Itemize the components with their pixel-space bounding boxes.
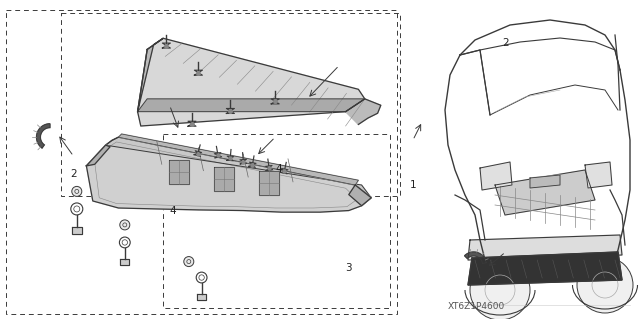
Bar [6, 10, 397, 314]
Polygon shape [197, 294, 206, 300]
Bar [61, 13, 400, 196]
Polygon shape [468, 252, 622, 285]
Polygon shape [138, 99, 365, 112]
Polygon shape [480, 162, 512, 190]
Polygon shape [346, 99, 381, 124]
Circle shape [184, 256, 194, 267]
Text: 2: 2 [502, 38, 509, 48]
Polygon shape [495, 170, 595, 215]
Polygon shape [36, 124, 50, 148]
Circle shape [577, 257, 633, 313]
Polygon shape [585, 162, 612, 188]
Text: 2: 2 [70, 169, 77, 179]
Polygon shape [169, 160, 189, 184]
Polygon shape [465, 252, 486, 263]
Polygon shape [138, 38, 163, 112]
Circle shape [470, 260, 530, 319]
Polygon shape [72, 227, 82, 234]
Bar [163, 134, 390, 308]
Text: 4: 4 [275, 164, 282, 174]
Polygon shape [138, 38, 365, 126]
Circle shape [72, 186, 82, 197]
Polygon shape [86, 137, 371, 212]
Polygon shape [214, 167, 234, 191]
Polygon shape [86, 145, 110, 166]
Polygon shape [468, 235, 622, 260]
Polygon shape [530, 175, 560, 188]
Text: 4: 4 [170, 205, 176, 216]
Polygon shape [118, 134, 358, 185]
Polygon shape [259, 171, 279, 196]
Polygon shape [120, 259, 129, 265]
Polygon shape [106, 137, 371, 198]
Text: 3: 3 [346, 263, 352, 273]
Circle shape [120, 220, 130, 230]
Polygon shape [349, 185, 371, 206]
Text: 1: 1 [410, 180, 416, 190]
Text: XT6Z1P4600: XT6Z1P4600 [448, 302, 506, 311]
